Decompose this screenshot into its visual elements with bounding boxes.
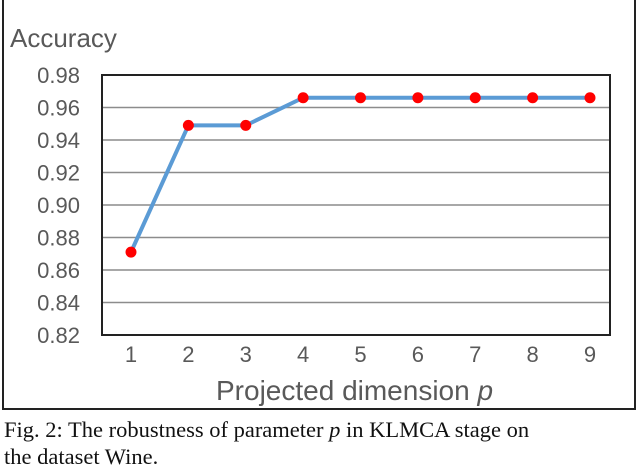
- data-point: [355, 92, 366, 104]
- plot-area: [101, 74, 611, 336]
- data-point: [125, 246, 137, 258]
- y-tick-label: 0.82: [37, 323, 80, 348]
- figure-caption: Fig. 2: The robustness of parameter p in…: [4, 416, 640, 470]
- x-axis-symbol: p: [476, 375, 493, 406]
- accuracy-line-chart: 0.82 0.84 0.86 0.88 0.90 0.92 0.94 0.96 0.98 1 2 3 4…: [10, 23, 611, 406]
- caption-prefix: Fig. 2: The robustness of parameter: [4, 417, 330, 442]
- y-tick-label: 0.92: [37, 161, 80, 186]
- caption-suffix: in KLMCA stage on: [340, 417, 530, 442]
- x-tick-label: 8: [527, 342, 539, 367]
- x-tick-label: 4: [297, 342, 309, 367]
- data-point: [584, 92, 596, 104]
- x-tick-label: 3: [240, 342, 252, 367]
- caption-symbol: p: [329, 417, 341, 442]
- y-tick-label: 0.86: [37, 258, 80, 283]
- data-point: [297, 92, 309, 104]
- x-axis-title: Projected dimension p: [216, 375, 493, 406]
- x-tick-label: 6: [412, 342, 424, 367]
- data-point: [412, 92, 424, 104]
- y-tick-label: 0.94: [37, 128, 80, 153]
- data-point: [469, 92, 481, 104]
- x-tick-label: 5: [354, 342, 366, 367]
- x-tick-label: 2: [182, 342, 194, 367]
- y-tick-label: 0.98: [37, 63, 80, 88]
- y-tick-label: 0.88: [37, 226, 80, 251]
- x-tick-label: 9: [584, 342, 596, 367]
- x-tick-label: 7: [469, 342, 481, 367]
- y-tick-label: 0.84: [37, 291, 80, 316]
- caption-line2: the dataset Wine.: [4, 444, 159, 469]
- data-point: [182, 119, 194, 131]
- y-tick-label: 0.96: [37, 96, 80, 121]
- y-axis-title: Accuracy: [10, 23, 117, 53]
- y-tick-label: 0.90: [37, 193, 80, 218]
- data-point: [527, 92, 539, 104]
- accuracy-line: [129, 95, 590, 253]
- data-point: [240, 119, 252, 131]
- x-tick-label: 1: [125, 342, 137, 367]
- chart-frame: [2, 0, 636, 410]
